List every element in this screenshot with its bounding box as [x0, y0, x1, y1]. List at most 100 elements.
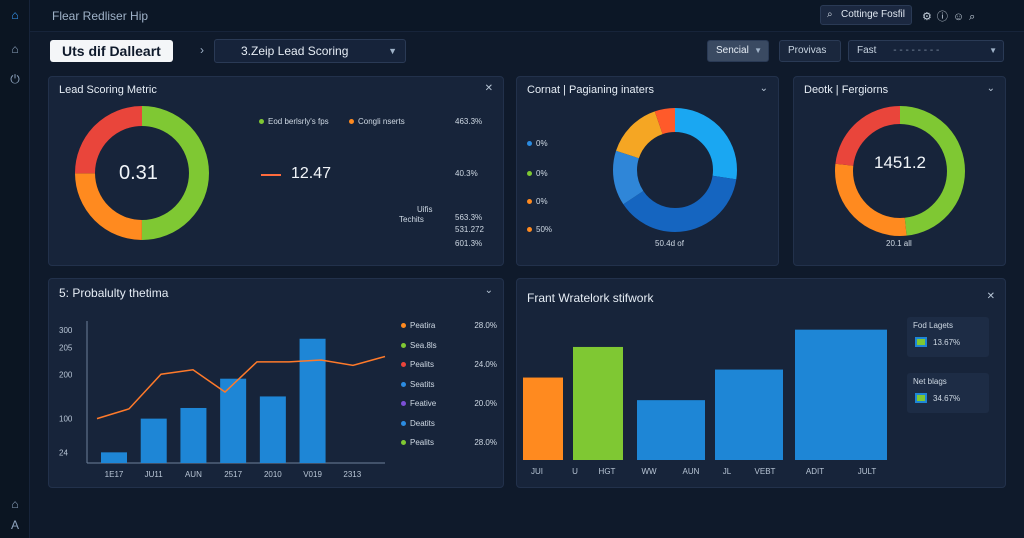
right-value-2: 40.3%: [455, 169, 478, 178]
legend-item-2: Congli nserts: [349, 117, 405, 126]
panel-title: Cornat | Pagianing inaters: [527, 84, 654, 96]
legend-dot: [401, 323, 406, 329]
search-button[interactable]: ⌕ Cottinge Fosfil: [820, 5, 912, 25]
legend-label: Deatits: [410, 418, 435, 428]
page-title: Uts dif Dalleart: [50, 40, 173, 62]
y-tick-label: 300: [59, 326, 73, 335]
units-label: Uifis: [417, 205, 433, 214]
legend-label: Pealits: [410, 360, 435, 369]
legend-dot: [401, 381, 406, 387]
sidebar: ⌂ ⌂ ⏻ ⌂ A: [0, 0, 30, 538]
legend-value: 13.67%: [933, 338, 961, 347]
home-icon[interactable]: ⌂: [11, 8, 19, 22]
right-value-3: 563.3%: [455, 213, 483, 222]
panel-title: 5: Probalulty thetima: [59, 286, 169, 300]
deotk-panel: Deotk | Fergiorns ⌄ 1451.2 20.1 all: [793, 76, 1006, 266]
bar-4: [259, 396, 286, 463]
x-tick-label: HGT: [599, 467, 616, 476]
bar-5: [299, 338, 326, 463]
home-outline-icon[interactable]: ⌂: [11, 42, 19, 56]
panel-title: Deotk | Fergiorns: [804, 84, 889, 96]
app-title: Flear Redliser Hip: [52, 9, 149, 23]
chevron-down-icon[interactable]: ⌄: [484, 285, 493, 296]
legend-label: Seatits: [410, 379, 435, 389]
frant-panel: Frant Wratelork stifwork ✕ JUI U HGT WW AUN J…: [516, 278, 1006, 488]
right-value-5: 601.3%: [455, 239, 483, 248]
close-icon[interactable]: ✕: [484, 83, 493, 94]
chevron-down-icon[interactable]: ⌄: [986, 83, 995, 94]
x-tick-label: JUI: [531, 467, 543, 476]
cornat-footer: 50.4d of: [655, 239, 684, 248]
x-tick-label: 2313: [343, 470, 361, 479]
bar-0: [101, 452, 127, 463]
provivas-button[interactable]: Provivas: [779, 40, 841, 62]
legend-label: Pealits: [410, 438, 435, 447]
deotk-donut: [835, 106, 965, 236]
frant-legend-card-2: Net blags 34.67%: [907, 373, 989, 413]
account-icon[interactable]: A: [10, 518, 19, 532]
power-icon[interactable]: ⏻: [10, 72, 20, 86]
panel-title: Lead Scoring Metric: [59, 84, 157, 96]
x-tick-label: ADIT: [806, 467, 824, 476]
legend-item: Pealits 28.0%: [401, 438, 497, 450]
legend-label: Peatira: [410, 321, 436, 330]
chevron-down-icon: ▼: [989, 46, 997, 55]
bar-3: [220, 378, 247, 463]
legend-item-4: 50%: [527, 225, 552, 234]
legend-item: Seatits: [401, 380, 497, 392]
fast-filter[interactable]: Fast - - - - - - - - ▼: [848, 40, 1004, 62]
legend-value: 28.0%: [474, 438, 497, 447]
donut-value: 0.31: [119, 162, 158, 184]
deotk-footer: 20.1 all: [886, 239, 912, 248]
legend-item-2: 0%: [527, 169, 548, 178]
top-icons: ⚙ⓘ☺⌕: [922, 8, 980, 24]
scoring-dropdown[interactable]: 3.Zeip Lead Scoring ▼: [214, 39, 406, 63]
bar-1: [573, 346, 623, 460]
chevron-down-icon[interactable]: ⌄: [759, 83, 768, 94]
legend-dot: [401, 440, 406, 446]
metric-value: 12.47: [291, 165, 332, 182]
x-tick-label: WW: [641, 467, 657, 476]
legend-value: 24.0%: [474, 360, 497, 369]
legend-dot: [401, 342, 406, 348]
right-value-1: 463.3%: [455, 117, 483, 126]
search-small-icon[interactable]: ⌕: [969, 11, 981, 23]
legend-label: Sea.8ls: [410, 340, 437, 350]
probability-panel: 5: Probalulty thetima ⌄ 24 100 200 205 300 1E…: [48, 278, 504, 488]
x-tick-label: AUN: [683, 467, 700, 476]
x-tick-label: AUN: [185, 470, 202, 479]
legend-item: Feative 20.0%: [401, 399, 497, 411]
sencial-dropdown[interactable]: Sencial ▼: [707, 40, 769, 62]
fast-value: - - - - - - - -: [893, 45, 940, 56]
legend-dot: [401, 401, 406, 407]
cornat-donut: [613, 108, 737, 232]
home-bottom-icon[interactable]: ⌂: [11, 497, 19, 511]
legend-label: Fod Lagets: [913, 321, 954, 330]
cornat-panel: Cornat | Pagianing inaters ⌄ 0% 0% 0% 50…: [516, 76, 779, 266]
legend-value: 28.0%: [474, 321, 497, 330]
x-tick-label: JU11: [145, 470, 164, 479]
chevron-down-icon: ▼: [388, 46, 397, 56]
chevron-down-icon: ▼: [754, 46, 762, 55]
bar-2: [180, 407, 207, 463]
teches-label: Techits: [399, 215, 424, 224]
bar-3: [715, 369, 783, 460]
user-icon[interactable]: ☺: [952, 11, 970, 23]
close-icon[interactable]: ✕: [986, 291, 995, 302]
bar-1: [140, 418, 167, 463]
legend-value: 34.67%: [933, 394, 961, 403]
x-tick-label: JL: [723, 467, 732, 476]
search-icon: ⌕: [827, 9, 833, 20]
bar-2: [637, 400, 705, 460]
legend-item: Sea.8ls: [401, 341, 497, 353]
info-icon[interactable]: ⓘ: [936, 11, 953, 23]
legend-item: Pealits 24.0%: [401, 360, 497, 372]
legend-dot: [401, 362, 406, 368]
toolbar-row: Uts dif Dalleart › 3.Zeip Lead Scoring ▼…: [30, 36, 1024, 68]
metric-line: [261, 174, 281, 176]
legend-item: Peatira 28.0%: [401, 321, 497, 333]
settings-icon[interactable]: ⚙: [922, 11, 937, 23]
y-tick-label: 100: [59, 415, 73, 424]
legend-label: Net blags: [913, 377, 947, 386]
panel-title: Frant Wratelork stifwork: [527, 291, 654, 305]
